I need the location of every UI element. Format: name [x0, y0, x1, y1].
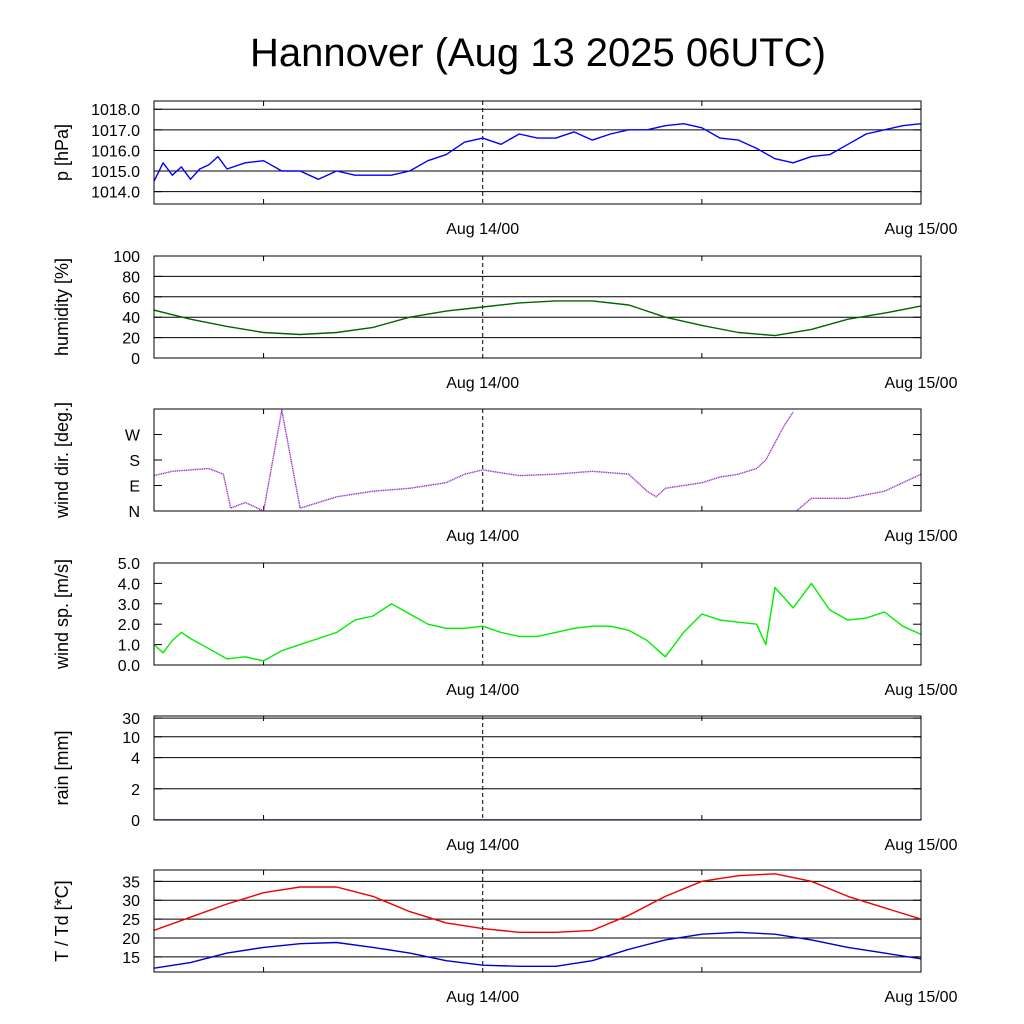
ytick-label-rain-3: 10: [122, 730, 140, 747]
ytick-label-wind-speed-2: 2.0: [118, 617, 140, 634]
ytick-label-humidity-4: 80: [122, 269, 140, 286]
ytick-label-pressure-0: 1014.0: [91, 185, 140, 202]
ytick-label-humidity-2: 40: [122, 310, 140, 327]
xtick-label-wind-direction-1: Aug 15/00: [885, 528, 958, 545]
ylabel-temperature: T / Td [*C]: [52, 880, 72, 961]
series-humidity-0: [154, 300, 921, 337]
chart-title: Hannover (Aug 13 2025 06UTC): [250, 31, 826, 75]
ylabel-humidity: humidity [%]: [52, 258, 72, 356]
ytick-label-rain-2: 4: [131, 751, 140, 768]
series-wind-speed-0: [154, 582, 921, 662]
ytick-label-wind-direction-2: S: [129, 453, 140, 470]
plot-frame-wind-speed: [153, 562, 922, 666]
ylabel-rain: rain [mm]: [52, 730, 72, 805]
xtick-label-temperature-1: Aug 15/00: [885, 989, 958, 1006]
ytick-label-wind-speed-5: 5.0: [118, 556, 140, 573]
ytick-label-wind-speed-1: 1.0: [118, 638, 140, 655]
ytick-label-humidity-5: 100: [113, 249, 140, 266]
plot-frame-humidity: [153, 255, 922, 359]
ytick-label-wind-direction-0: N: [128, 504, 140, 521]
xtick-label-pressure-1: Aug 15/00: [885, 221, 958, 238]
ytick-label-temperature-3: 30: [122, 893, 140, 910]
ylabel-pressure: p [hPa]: [52, 124, 72, 181]
series-temperature-1: [154, 931, 921, 969]
panel-wind-speed: 0.0 1.0 2.0 3.0 4.0 5.0 Aug 14/00 Aug 15/00 wind…: [52, 556, 958, 699]
ytick-label-rain-4: 30: [122, 711, 140, 728]
ytick-label-pressure-4: 1018.0: [91, 102, 140, 119]
panel-pressure: 1014.0 1015.0 1016.0 1017.0 1018.0 Aug 14/00 A…: [52, 100, 958, 238]
ytick-label-wind-speed-3: 3.0: [118, 597, 140, 614]
plot-frame-pressure: [153, 100, 922, 205]
xtick-label-pressure-0: Aug 14/00: [446, 221, 519, 238]
ytick-label-pressure-3: 1017.0: [91, 123, 140, 140]
panel-temperature: 15 20 25 30 35 Aug 14/00 Aug 15/00 T / Td [*C]: [52, 869, 958, 1006]
panel-rain: 0 2 4 10 30 Aug 14/00 Aug 15/00 rain [mm]: [52, 711, 958, 854]
ytick-label-temperature-0: 15: [122, 950, 140, 967]
ytick-label-humidity-0: 0: [131, 351, 140, 368]
series-temperature-0: [154, 873, 921, 933]
xtick-label-rain-0: Aug 14/00: [446, 837, 519, 854]
xtick-label-humidity-1: Aug 15/00: [885, 375, 958, 392]
xtick-label-rain-1: Aug 15/00: [885, 837, 958, 854]
series-pressure-0: [154, 123, 921, 182]
ytick-label-wind-speed-4: 4.0: [118, 576, 140, 593]
ytick-label-temperature-2: 25: [122, 912, 140, 929]
plot-frame-rain: [153, 715, 922, 821]
xtick-label-humidity-0: Aug 14/00: [446, 375, 519, 392]
ylabel-wind-direction: wind dir. [deg.]: [52, 402, 72, 519]
xtick-label-wind-direction-0: Aug 14/00: [446, 528, 519, 545]
ytick-label-wind-direction-1: E: [129, 479, 140, 496]
xtick-label-wind-speed-1: Aug 15/00: [885, 682, 958, 699]
ytick-label-temperature-1: 20: [122, 931, 140, 948]
series-wind-direction-0: [154, 409, 794, 511]
ytick-label-wind-speed-0: 0.0: [118, 658, 140, 675]
plot-frame-temperature: [153, 869, 922, 973]
ytick-label-wind-direction-3: W: [125, 428, 141, 445]
ytick-label-humidity-3: 60: [122, 290, 140, 307]
xtick-label-wind-speed-0: Aug 14/00: [446, 682, 519, 699]
ytick-label-rain-1: 2: [131, 782, 140, 799]
ytick-label-humidity-1: 20: [122, 331, 140, 348]
ylabel-wind-speed: wind sp. [m/s]: [52, 559, 72, 670]
xtick-label-temperature-0: Aug 14/00: [446, 989, 519, 1006]
series-wind-direction-2: [795, 473, 921, 511]
panel-humidity: 0 20 40 60 80 100 Aug 14/00 Aug 15/00 humidity […: [52, 249, 958, 392]
plot-frame-wind-direction: [153, 408, 922, 512]
ytick-label-pressure-1: 1015.0: [91, 164, 140, 181]
ytick-label-pressure-2: 1016.0: [91, 143, 140, 160]
ytick-label-temperature-4: 35: [122, 874, 140, 891]
ytick-label-rain-0: 0: [131, 813, 140, 830]
